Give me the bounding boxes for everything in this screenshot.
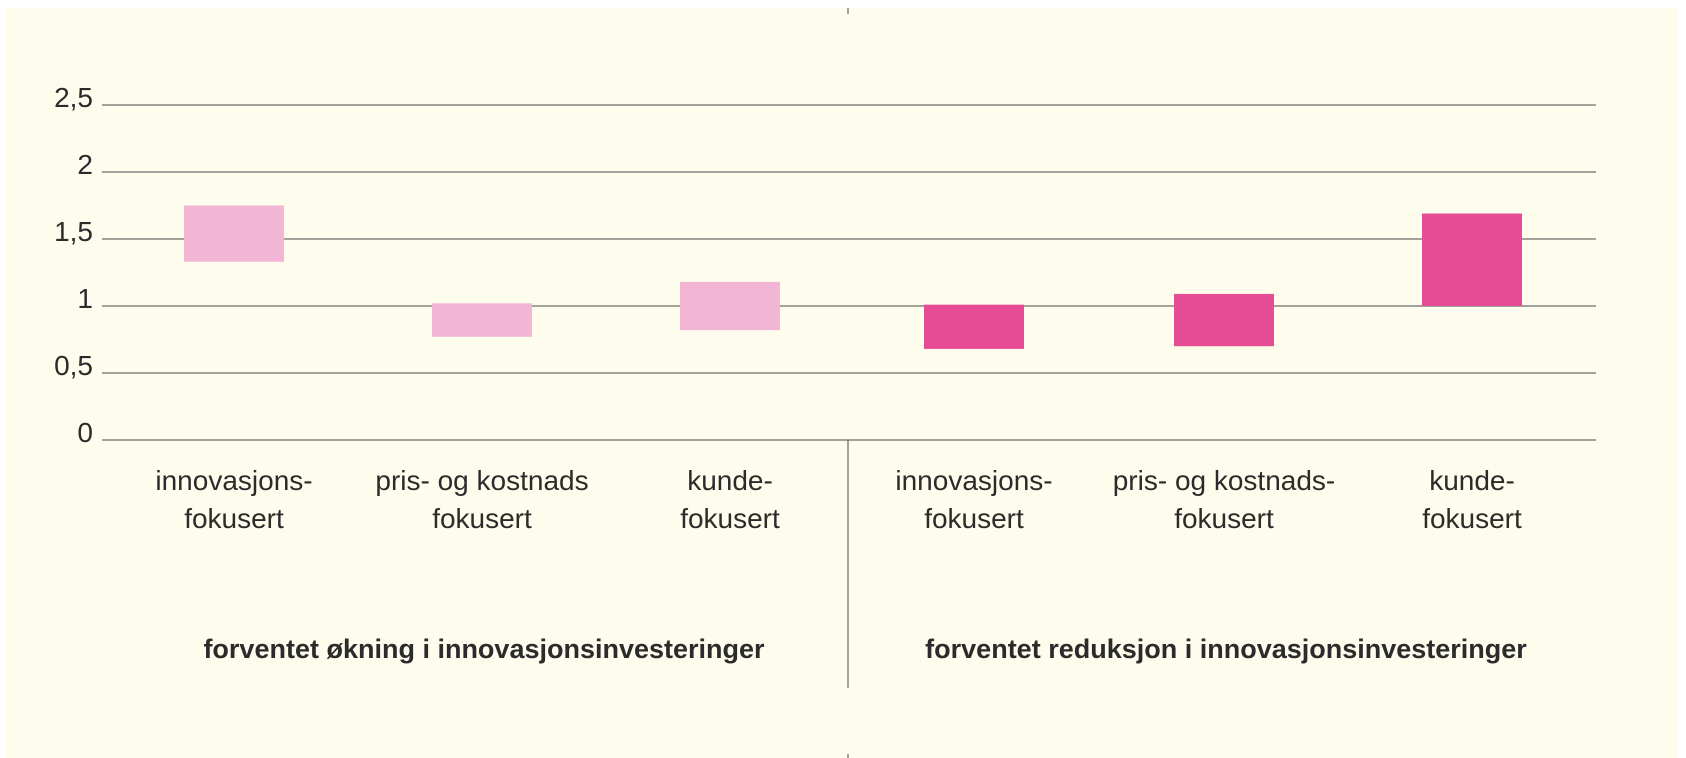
category-label: fokusert	[680, 503, 780, 534]
y-tick-label: 2	[77, 149, 93, 180]
y-tick-label: 0	[77, 417, 93, 448]
category-label: kunde-	[1429, 465, 1515, 496]
group-label: forventet reduksjon i innovasjonsinveste…	[925, 634, 1527, 664]
category-label: innovasjons-	[155, 465, 312, 496]
bar-increase-2	[432, 303, 532, 337]
category-label: fokusert	[184, 503, 284, 534]
bar-decrease-1	[924, 304, 1024, 349]
floating-bar-chart: 0 0,5 1 1,5 2 2,5 innovasjons-fokusert pris- og…	[54, 8, 1596, 758]
y-tick-label: 1	[77, 283, 93, 314]
category-label: fokusert	[1422, 503, 1522, 534]
y-tick-label: 0,5	[54, 350, 93, 381]
category-label: pris- og kostnads	[375, 465, 588, 496]
y-tick-label: 2,5	[54, 82, 93, 113]
category-label: fokusert	[432, 503, 532, 534]
category-label: fokusert	[1174, 503, 1274, 534]
y-tick-label: 1,5	[54, 216, 93, 247]
bar-increase-3	[680, 281, 780, 331]
chart-canvas: 0 0,5 1 1,5 2 2,5 innovasjons-fokusert pris- og…	[6, 8, 1678, 758]
category-label: innovasjons-	[895, 465, 1052, 496]
bar-decrease-2	[1174, 293, 1274, 347]
bar-decrease-3	[1422, 213, 1522, 306]
category-label: fokusert	[924, 503, 1024, 534]
category-label: pris- og kostnads-	[1113, 465, 1336, 496]
group-label: forventet økning i innovasjonsinvesterin…	[203, 634, 765, 664]
bar-increase-1	[184, 205, 284, 262]
category-label: kunde-	[687, 465, 773, 496]
